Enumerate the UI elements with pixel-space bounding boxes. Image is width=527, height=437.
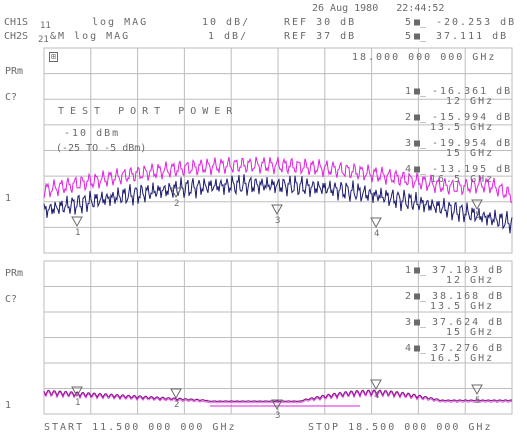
ch2-param: 21: [38, 35, 49, 45]
trace-marker-label: 2: [174, 199, 179, 209]
ch1-m3-box-icon: ■_: [414, 138, 427, 149]
trace-marker-label: 4: [374, 391, 379, 401]
ch2-marker-num: 5: [405, 31, 412, 42]
ch2-ref-indicator: 1: [5, 400, 12, 411]
ch1-title: TEST PORT POWER: [58, 106, 239, 117]
ch1-m1-box-icon: ■_: [414, 86, 427, 97]
ch1-m4-freq: 16.5 GHz: [430, 174, 495, 185]
ch1-scale: 10 dB/: [202, 17, 251, 28]
trace-marker-label: 1: [75, 228, 80, 238]
ch2-m1-freq: 12 GHz: [446, 275, 495, 286]
ch2-m2-num: 2: [405, 291, 412, 302]
trace-marker-label: 4: [374, 229, 379, 239]
ch1-prefix: CH1S: [4, 17, 29, 28]
start-frequency: START 11.500 000 000 GHz: [44, 422, 237, 433]
ch2-m1-box-icon: ■_: [414, 265, 427, 276]
trace-marker-label: 5: [475, 211, 480, 221]
ch1-m1-num: 1: [405, 86, 412, 97]
ch2-m2-freq: 13.5 GHz: [430, 301, 495, 312]
ch1-marker-box-icon: ■_: [414, 17, 427, 28]
ch1-ref: REF 30 dB: [284, 17, 357, 28]
ch2-m4-num: 4: [405, 343, 412, 354]
timestamp: 26 Aug 1980 22:44:52: [312, 3, 445, 14]
trace-marker-triangle: [471, 199, 483, 211]
ch2-m4-freq: 16.5 GHz: [430, 353, 495, 364]
ch2-m3-val: 37.624 dB: [432, 317, 505, 328]
ch1-c-label: C?: [5, 92, 18, 103]
ch1-trace-magenta: [43, 156, 513, 203]
ch1-marker-num: 5: [405, 17, 412, 28]
ch2-m1-val: 37.103 dB: [432, 265, 505, 276]
ch1-m2-val: -15.994 dB: [432, 112, 513, 123]
ch2-trace-magenta: [43, 390, 513, 404]
ch1-m4-box-icon: ■_: [414, 164, 427, 175]
ch2-m1-num: 1: [405, 265, 412, 276]
trace-marker-label: 2: [174, 400, 179, 410]
ch1-format: log MAG: [92, 17, 149, 28]
ch1-m4-num: 4: [405, 164, 412, 175]
ch1-marker-value: -20.253 dB: [436, 17, 517, 28]
ch2-format: &M log MAG: [50, 31, 131, 42]
ch1-box-icon: ⊞: [49, 52, 58, 62]
trace-marker-triangle: [170, 388, 182, 400]
ch1-m4-val: -13.195 dB: [432, 164, 513, 175]
ch2-m3-num: 3: [405, 317, 412, 328]
ch1-power-value: -10 dBm: [64, 128, 121, 139]
ch1-prm-label: PRm: [5, 66, 24, 77]
ch1-m2-box-icon: ■_: [414, 112, 427, 123]
ch2-c-label: C?: [5, 294, 18, 305]
trace-marker-label: 5: [475, 396, 480, 406]
ch1-active-freq: 18.000 000 000 GHz: [352, 52, 497, 63]
ch1-power-range: (-25 TO -5 dBm): [56, 143, 147, 154]
ch2-m2-box-icon: ■_: [414, 291, 427, 302]
graticule: [43, 47, 513, 415]
ch1-m2-num: 2: [405, 112, 412, 123]
ch2-marker-box-icon: ■_: [414, 31, 427, 42]
ch2-prefix: CH2S: [4, 31, 29, 42]
ch1-m1-freq: 12 GHz: [446, 96, 495, 107]
trace-marker-triangle: [71, 216, 83, 228]
ch1-m3-val: -19.954 dB: [432, 138, 513, 149]
ch2-prm-label: PRm: [5, 268, 24, 279]
ch1-m1-val: -16.361 dB: [432, 86, 513, 97]
ch1-trace-navy: [43, 174, 513, 234]
ch2-m2-val: 38.168 dB: [432, 291, 505, 302]
trace-marker-triangle: [370, 379, 382, 391]
ch2-m3-freq: 15 GHz: [446, 327, 495, 338]
ch1-ref-indicator: 1: [5, 193, 12, 204]
ch1-m3-freq: 15 GHz: [446, 148, 495, 159]
ch2-trace-purple: [43, 389, 513, 403]
trace-marker-triangle: [370, 217, 382, 229]
trace-marker-triangle: [471, 384, 483, 396]
ch2-ref: REF 37 dB: [284, 31, 357, 42]
ch2-marker-value: 37.111 dB: [436, 31, 509, 42]
ch1-param: 11: [40, 21, 51, 31]
ch1-m2-freq: 13.5 GHz: [430, 122, 495, 133]
trace-marker-triangle: [71, 386, 83, 398]
trace-marker-label: 3: [275, 216, 280, 226]
trace-marker-label: 1: [75, 398, 80, 408]
trace-marker-triangle: [271, 399, 283, 411]
trace-markers: 1 2 3 4 5 1 2 3 4 5: [71, 187, 483, 421]
ch1-m3-num: 3: [405, 138, 412, 149]
ch2-scale: 1 dB/: [208, 31, 249, 42]
trace-marker-label: 3: [275, 411, 280, 421]
trace-marker-triangle: [271, 204, 283, 216]
ch2-m4-box-icon: ■_: [414, 343, 427, 354]
stop-frequency: STOP 18.500 000 000 GHz: [308, 422, 493, 433]
ch2-m3-box-icon: ■_: [414, 317, 427, 328]
ch2-m4-val: 37.276 dB: [432, 343, 505, 354]
trace-marker-triangle: [170, 187, 182, 199]
